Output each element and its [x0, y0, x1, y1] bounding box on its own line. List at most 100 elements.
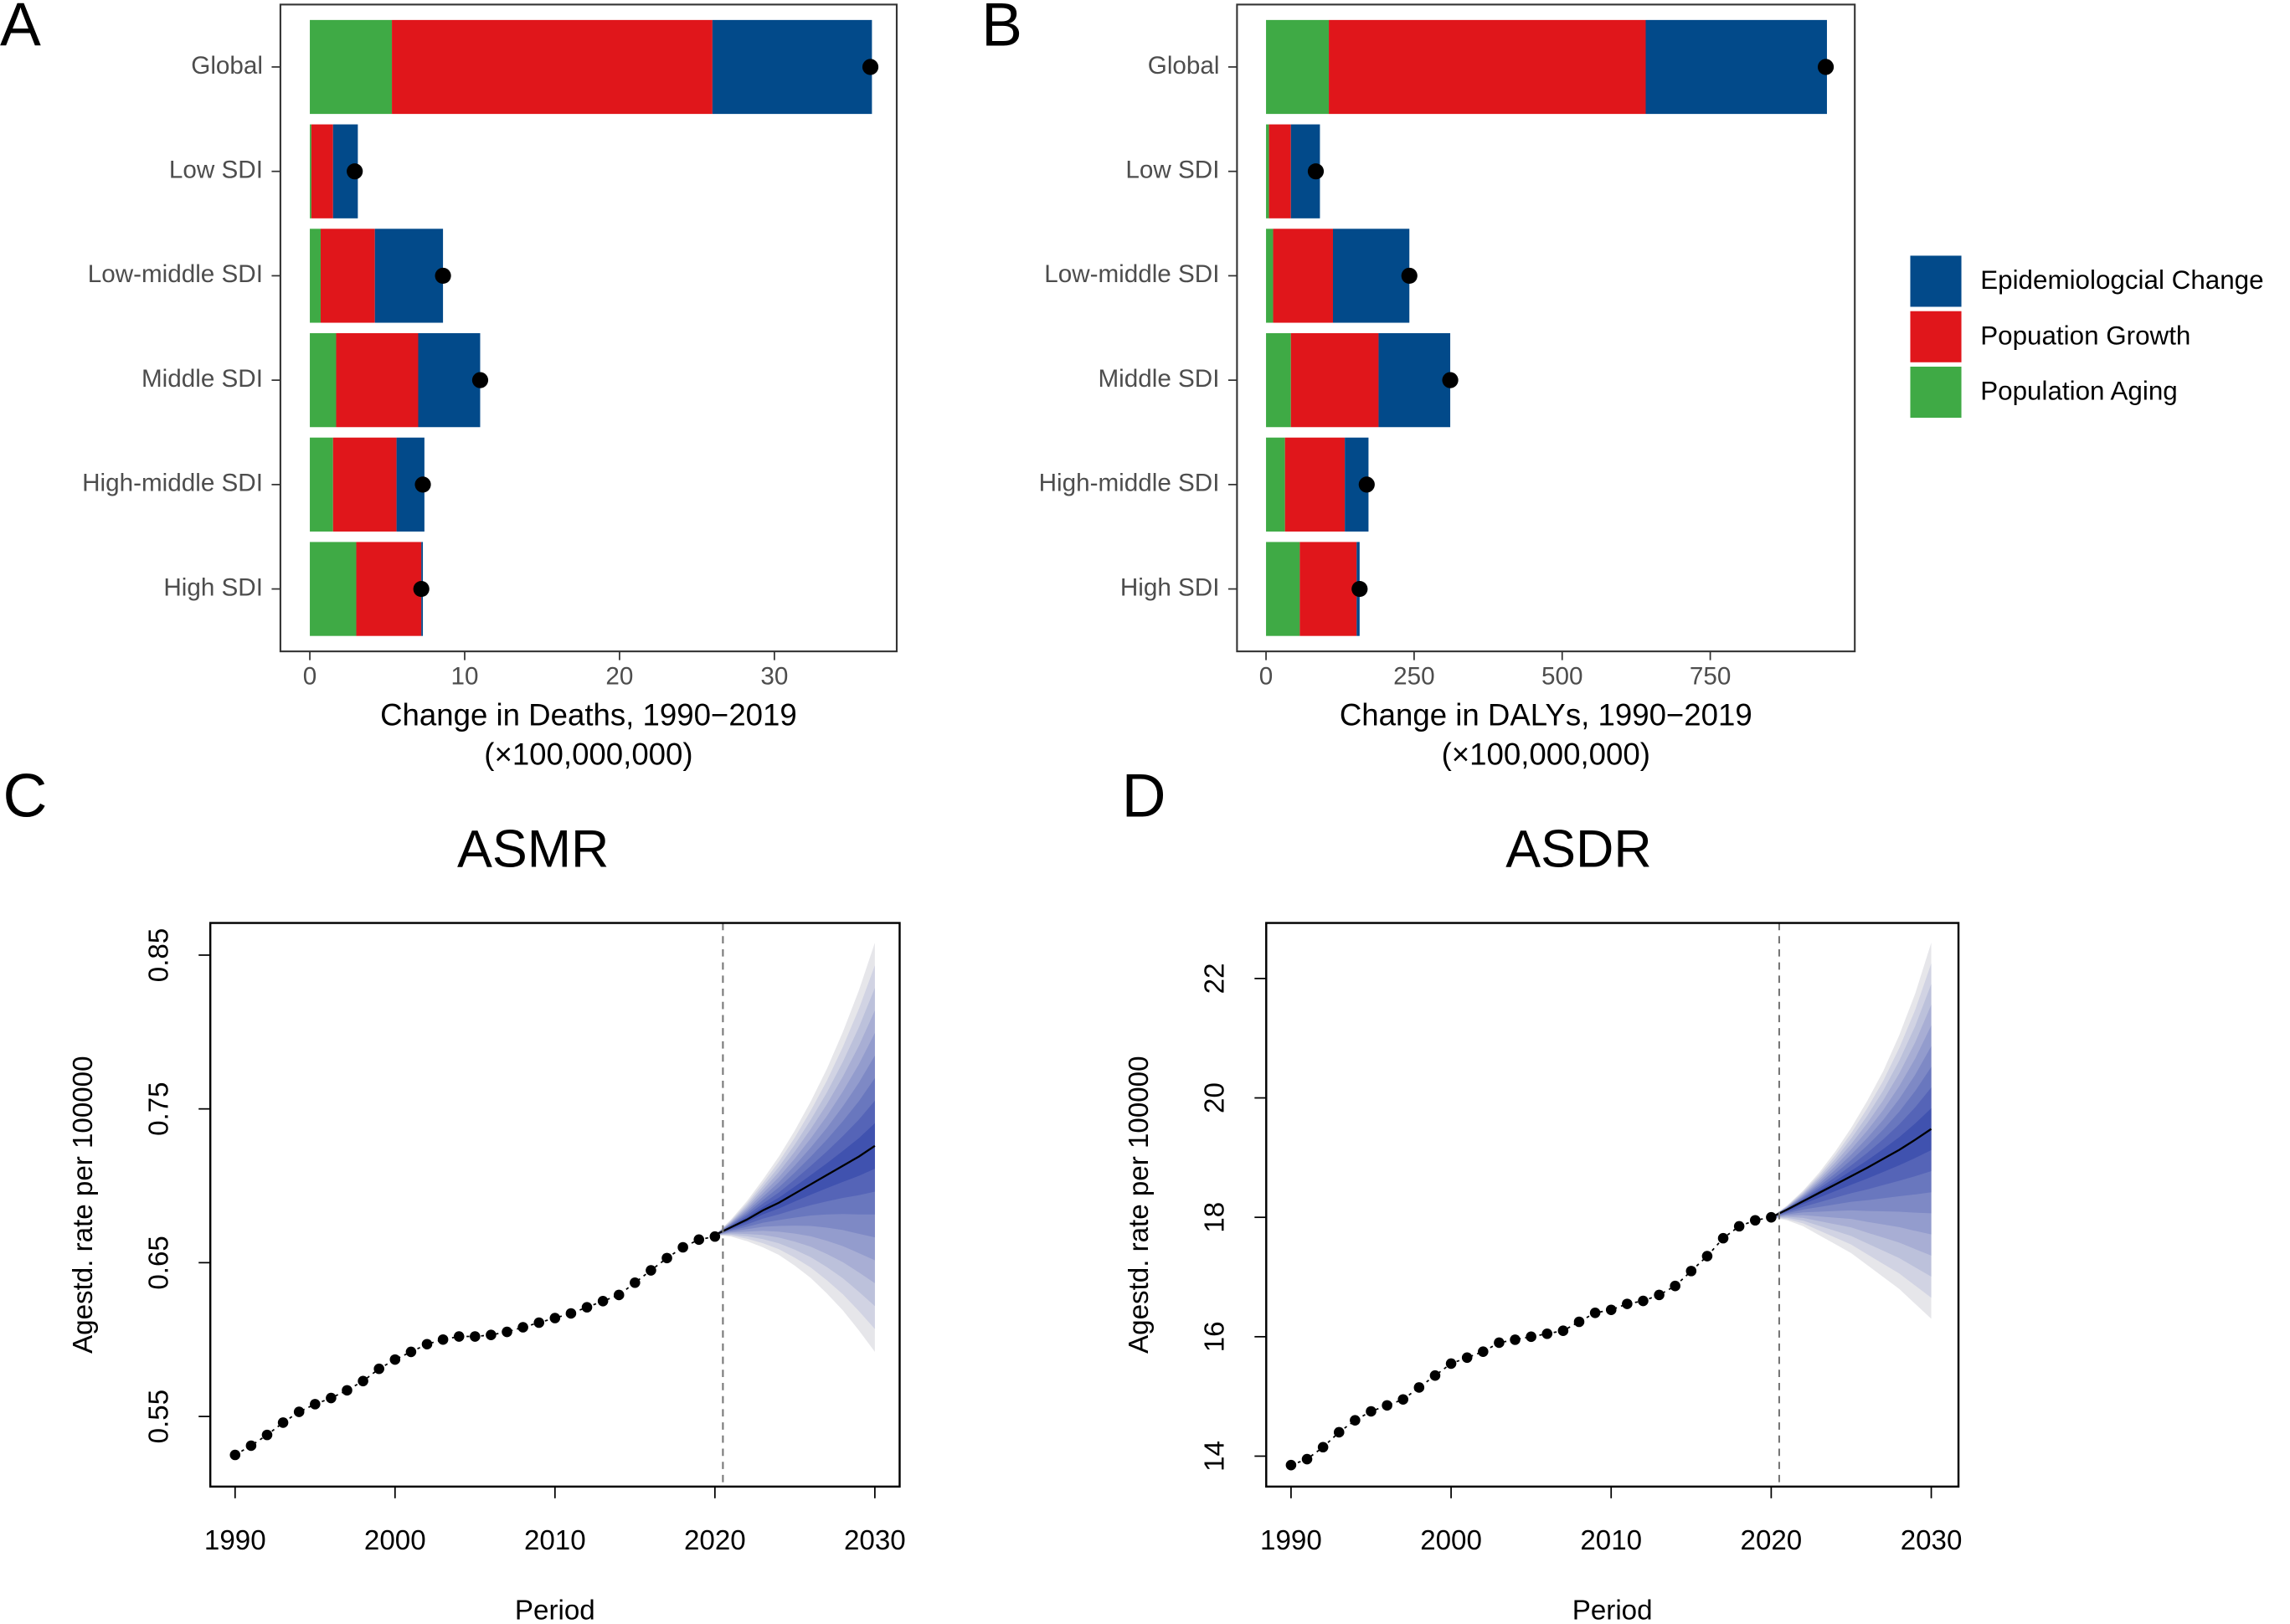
- total-dot: [1442, 372, 1459, 388]
- forecast-mean: [714, 1144, 876, 1236]
- observed-point: [1717, 1232, 1729, 1244]
- x-tick-label: 500: [1541, 662, 1582, 690]
- x-tick-label: 2010: [524, 1525, 586, 1556]
- y-tick-label: Low SDI: [169, 157, 263, 184]
- observed-point: [1638, 1295, 1649, 1307]
- y-tick-label: 16: [1200, 1321, 1231, 1352]
- x-tick-label: 750: [1690, 662, 1731, 690]
- observed-point: [581, 1302, 593, 1313]
- y-tick-label: 14: [1200, 1441, 1231, 1472]
- y-tick-label: 20: [1200, 1082, 1231, 1113]
- bar-segment: [1645, 19, 1827, 115]
- plot-frame: [1236, 3, 1856, 653]
- observed-point: [277, 1417, 289, 1428]
- legend-swatch: [1910, 311, 1962, 362]
- observed-point: [517, 1322, 528, 1333]
- observed-point: [1605, 1304, 1617, 1316]
- bar-segment: [1269, 124, 1291, 218]
- bar-segment: [1266, 19, 1330, 115]
- total-dot: [1351, 580, 1368, 598]
- panel-letter: C: [3, 761, 47, 830]
- y-tick-label: 22: [1200, 963, 1231, 994]
- legend-swatch: [1910, 255, 1962, 307]
- observed-point: [533, 1317, 544, 1328]
- observed-point: [565, 1308, 577, 1319]
- observed-point: [597, 1296, 609, 1307]
- observed-point: [293, 1406, 305, 1417]
- observed-point: [661, 1252, 672, 1264]
- forecast-band: [714, 1123, 875, 1236]
- total-dot: [1817, 59, 1835, 75]
- chart-title: ASMR: [457, 820, 609, 878]
- observed-point: [1670, 1280, 1680, 1292]
- observed-point: [310, 1399, 321, 1410]
- panel-letter: A: [0, 0, 41, 59]
- x-tick-label: 2000: [364, 1525, 426, 1556]
- observed-line: [234, 1236, 716, 1456]
- x-tick-label: 20: [605, 662, 633, 690]
- bar-segment: [1284, 437, 1346, 532]
- y-axis-label: Agestd. rate per 100000: [68, 1056, 99, 1353]
- total-dot: [862, 59, 879, 75]
- y-tick-label: 0.65: [144, 1236, 175, 1289]
- observed-point: [1478, 1346, 1489, 1357]
- x-axis-label: Change in DALYs, 1990−2019: [1340, 697, 1752, 732]
- y-tick-label: High SDI: [163, 573, 263, 601]
- observed-point: [1685, 1266, 1697, 1277]
- observed-point: [1413, 1382, 1425, 1393]
- bar-segment: [1266, 542, 1300, 636]
- plot-frame: [279, 3, 898, 653]
- observed-point: [1285, 1459, 1297, 1471]
- bar-segment: [1266, 229, 1274, 323]
- x-axis-label: (×100,000,000): [484, 737, 692, 771]
- bar-segment: [374, 229, 444, 323]
- total-dot: [1358, 476, 1375, 493]
- observed-point: [1622, 1298, 1633, 1309]
- observed-point: [1317, 1442, 1329, 1453]
- x-tick-label: 0: [1259, 662, 1274, 690]
- chart-title: ASDR: [1505, 820, 1651, 878]
- observed-point: [470, 1331, 481, 1342]
- legend-label: Population Aging: [1980, 377, 2178, 406]
- bar-segment: [310, 229, 321, 323]
- observed-point: [1766, 1211, 1777, 1223]
- legend-label: Epidemiologcial Change: [1980, 265, 2263, 295]
- observed-point: [1526, 1331, 1536, 1343]
- y-tick-label: 0.75: [144, 1082, 175, 1135]
- observed-point: [1589, 1308, 1601, 1318]
- observed-point: [1301, 1453, 1313, 1465]
- bar-segment: [356, 542, 422, 636]
- observed-point: [421, 1339, 433, 1350]
- y-tick-label: High SDI: [1120, 573, 1220, 601]
- observed-point: [1733, 1221, 1745, 1232]
- total-dot: [414, 476, 431, 493]
- bar-segment: [320, 229, 375, 323]
- bar-segment: [310, 19, 393, 115]
- total-dot: [413, 580, 430, 598]
- observed-point: [1461, 1352, 1473, 1364]
- observed-point: [1429, 1370, 1441, 1381]
- forecast-band: [1771, 1108, 1932, 1218]
- observed-point: [1541, 1328, 1553, 1339]
- observed-point: [1445, 1358, 1457, 1370]
- observed-point: [229, 1449, 241, 1461]
- observed-point: [709, 1231, 721, 1242]
- bar-segment: [311, 124, 333, 218]
- bar-segment: [310, 542, 357, 636]
- y-tick-label: 0.85: [144, 928, 175, 982]
- y-tick-label: Low-middle SDI: [1044, 260, 1219, 288]
- observed-point: [437, 1334, 449, 1345]
- bar-segment: [1266, 124, 1269, 218]
- x-axis-label: Change in Deaths, 1990−2019: [380, 697, 797, 732]
- observed-point: [646, 1265, 656, 1276]
- total-dot: [1401, 267, 1418, 285]
- y-tick-label: 18: [1200, 1202, 1231, 1233]
- total-dot: [435, 267, 451, 285]
- y-tick-label: Middle SDI: [142, 365, 263, 393]
- x-tick-label: 250: [1393, 662, 1434, 690]
- observed-point: [261, 1429, 273, 1441]
- bar-segment: [332, 437, 397, 532]
- forecast-mean: [1770, 1128, 1932, 1219]
- observed-point: [342, 1385, 353, 1396]
- y-tick-label: Low SDI: [1125, 157, 1219, 184]
